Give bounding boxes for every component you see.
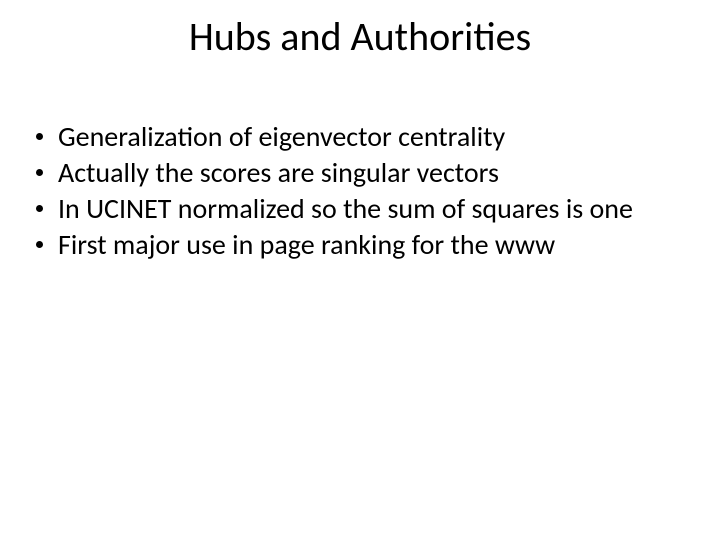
bullet-text: In UCINET normalized so the sum of squar…	[58, 191, 633, 226]
slide: Hubs and Authorities Generalization of e…	[0, 0, 720, 540]
list-item: Generalization of eigenvector centrality	[28, 120, 680, 154]
slide-title: Hubs and Authorities	[0, 12, 720, 61]
bullet-icon	[36, 241, 43, 248]
bullet-icon	[36, 205, 43, 212]
bullet-list: Generalization of eigenvector centrality…	[28, 120, 680, 263]
bullet-text: Actually the scores are singular vectors	[58, 155, 499, 190]
slide-body: Generalization of eigenvector centrality…	[28, 120, 680, 265]
bullet-text: Generalization of eigenvector centrality	[58, 119, 505, 154]
list-item: First major use in page ranking for the …	[28, 228, 680, 262]
bullet-icon	[36, 169, 43, 176]
bullet-text: First major use in page ranking for the …	[58, 227, 555, 262]
list-item: In UCINET normalized so the sum of squar…	[28, 192, 680, 226]
list-item: Actually the scores are singular vectors	[28, 156, 680, 190]
bullet-icon	[36, 133, 43, 140]
